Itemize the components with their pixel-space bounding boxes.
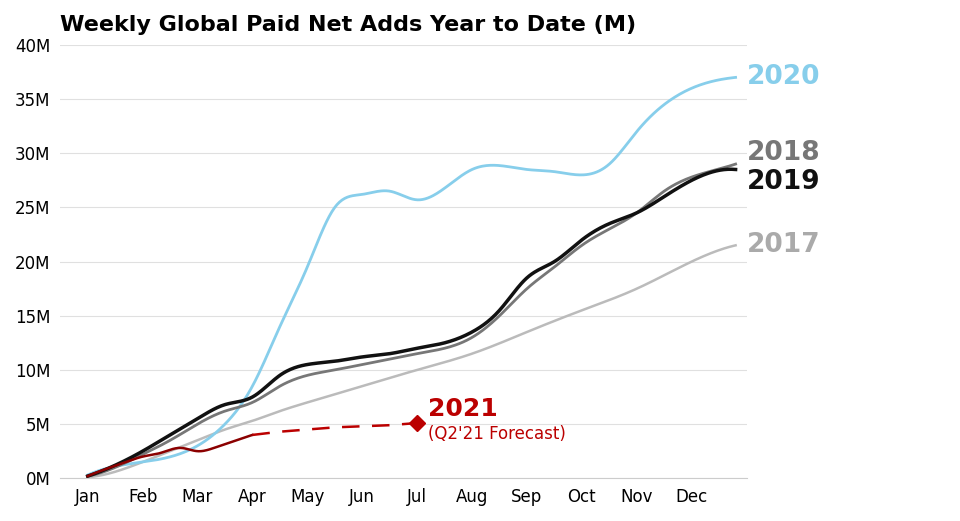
Text: 2019: 2019 (747, 169, 820, 195)
Text: Weekly Global Paid Net Adds Year to Date (M): Weekly Global Paid Net Adds Year to Date… (60, 15, 636, 35)
Text: 2020: 2020 (747, 65, 820, 90)
Text: (Q2'21 Forecast): (Q2'21 Forecast) (428, 425, 566, 443)
Text: 2021: 2021 (428, 398, 498, 421)
Text: 2018: 2018 (747, 140, 820, 166)
Text: 2017: 2017 (747, 232, 820, 258)
